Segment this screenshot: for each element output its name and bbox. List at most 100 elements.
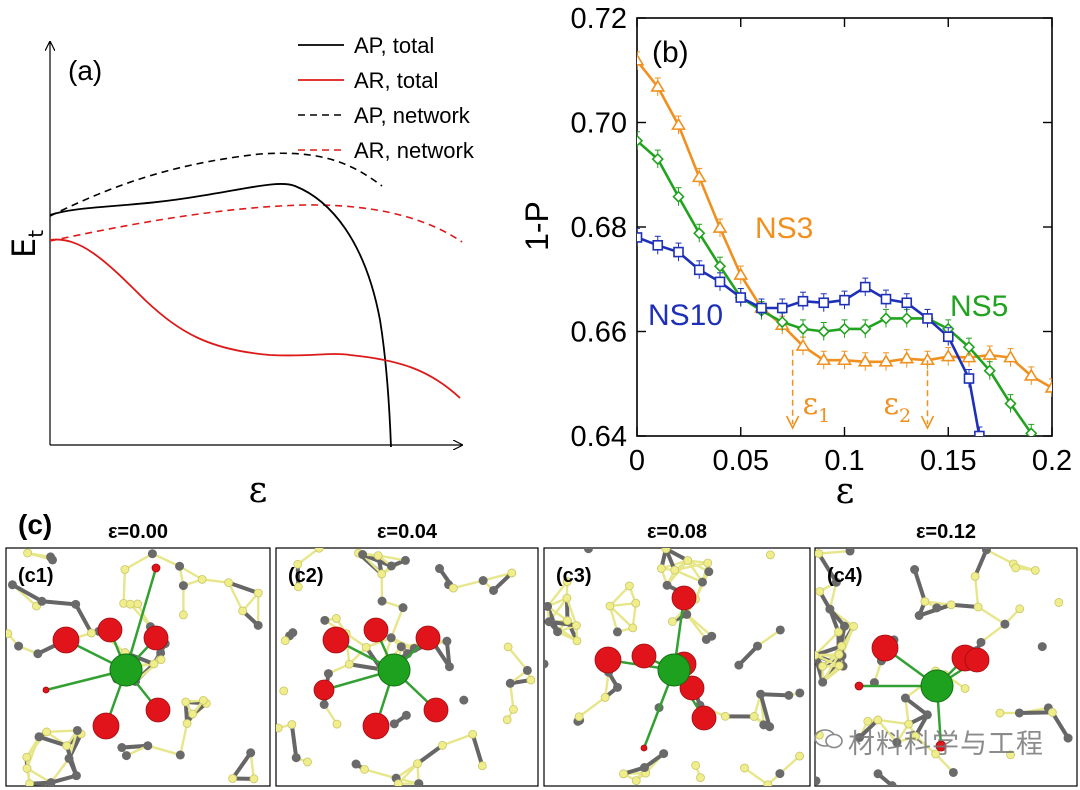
- snapshot-title: ε=0.00: [108, 521, 168, 543]
- snapshot-1: (c1) ε=0.00: [5, 521, 271, 787]
- watermark: 材料科学与工程: [848, 729, 1044, 760]
- data-point: [922, 313, 933, 324]
- si-atom: [1054, 598, 1064, 607]
- si-atom: [42, 727, 51, 737]
- panel-b-label: (b): [652, 36, 689, 69]
- bond: [289, 724, 299, 758]
- si-atom: [574, 712, 584, 722]
- data-point: [961, 350, 977, 363]
- data-point: [671, 117, 686, 130]
- bond: [46, 729, 78, 734]
- o-atom: [386, 633, 396, 643]
- si-atom: [605, 601, 615, 611]
- o-atom: [358, 550, 368, 560]
- o-atom: [553, 627, 563, 637]
- si-atom: [373, 551, 383, 560]
- annotation-label: ε1: [803, 387, 831, 427]
- si-atom: [360, 765, 369, 774]
- red-atom: [631, 643, 657, 669]
- data-point: [673, 246, 684, 258]
- o-atom: [175, 750, 185, 760]
- si-atom: [224, 578, 234, 588]
- si-atom: [22, 764, 32, 773]
- si-atom: [149, 659, 159, 669]
- data-point: [693, 227, 706, 240]
- data-point: [963, 373, 975, 384]
- si-atom: [815, 549, 824, 558]
- si-atom: [293, 582, 303, 592]
- data-point: [637, 232, 643, 243]
- si-atom: [931, 749, 941, 759]
- o-atom: [444, 662, 454, 672]
- molecular-network: [544, 548, 805, 786]
- curve-ap-network: [49, 152, 383, 217]
- data-point: [776, 302, 788, 314]
- bond: [904, 696, 929, 717]
- o-atom: [840, 621, 850, 631]
- data-point: [962, 341, 976, 354]
- data-point: [900, 312, 913, 325]
- o-atom: [976, 637, 986, 647]
- red-atom: [362, 712, 390, 740]
- si-atom: [178, 610, 188, 620]
- bond: [817, 552, 839, 584]
- o-atom: [948, 767, 958, 777]
- annotation-arrow: [920, 415, 935, 430]
- data-point: [857, 354, 873, 367]
- bond: [877, 718, 909, 726]
- o-atom: [175, 561, 185, 571]
- bond: [950, 602, 979, 610]
- si-atom: [970, 571, 980, 581]
- si-atom: [25, 779, 35, 786]
- si-atom: [740, 763, 749, 773]
- bond: [756, 629, 781, 648]
- bond: [821, 653, 841, 683]
- si-atom: [1030, 565, 1040, 575]
- data-point: [1003, 350, 1018, 363]
- o-atom: [544, 601, 553, 611]
- o-atom: [1063, 733, 1073, 743]
- data-point: [1023, 368, 1039, 381]
- si-atom: [849, 621, 858, 631]
- molecular-network: [6, 548, 263, 786]
- snapshot-label: (c1): [18, 565, 54, 587]
- data-point: [796, 322, 810, 336]
- bond: [985, 548, 1014, 565]
- snapshot-label: (c3): [556, 565, 592, 587]
- red-atom: [143, 625, 169, 651]
- si-atom: [393, 779, 403, 786]
- bond: [230, 751, 253, 780]
- panel-c-snapshots: (c1) ε=0.00 (c2) ε=0.04 (c3) ε=0.08 (c4) ε=0.12: [5, 521, 1078, 787]
- o-atom: [704, 567, 714, 577]
- si-atom: [181, 697, 191, 707]
- bond: [815, 644, 843, 658]
- si-atom: [503, 642, 513, 652]
- data-point: [983, 364, 996, 377]
- si-atom: [156, 655, 166, 665]
- o-atom: [825, 604, 835, 614]
- panel-a-ylabel: Et: [5, 230, 48, 258]
- si-atom: [280, 636, 290, 645]
- o-atom: [522, 665, 532, 675]
- o-atom: [253, 620, 263, 630]
- data-point: [837, 352, 852, 366]
- x-tick-label: 0.05: [713, 445, 769, 477]
- data-point: [839, 294, 850, 306]
- data-point: [712, 220, 728, 233]
- red-atom: [854, 681, 864, 691]
- snapshot-title: ε=0.08: [647, 521, 707, 543]
- bond: [377, 554, 406, 562]
- o-atom: [784, 690, 794, 700]
- molecular-network: [276, 548, 536, 786]
- si-atom: [946, 600, 956, 610]
- si-atom: [507, 568, 517, 578]
- o-atom: [320, 615, 330, 625]
- o-atom: [613, 682, 623, 692]
- bond: [390, 607, 405, 639]
- data-point: [797, 295, 809, 307]
- si-atom: [331, 614, 341, 623]
- bond: [661, 559, 689, 570]
- o-atom: [682, 609, 692, 619]
- bond: [416, 743, 444, 766]
- data-point: [776, 315, 789, 329]
